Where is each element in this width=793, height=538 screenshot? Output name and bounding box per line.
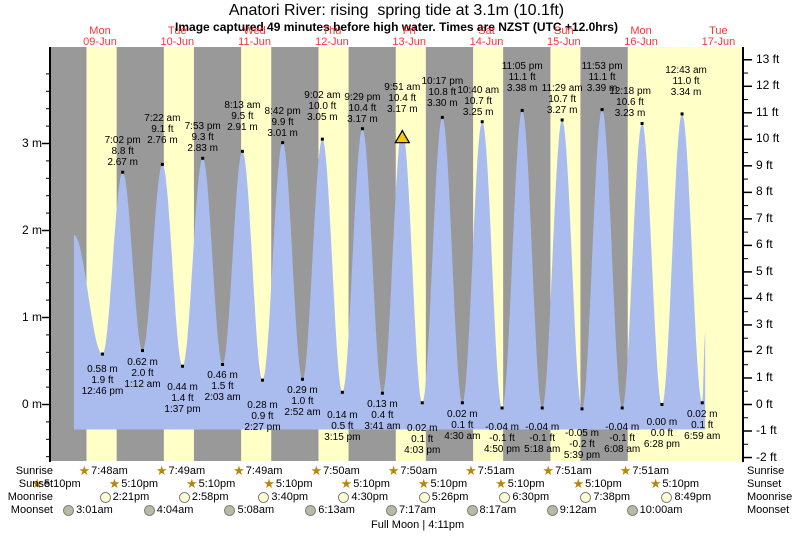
tide-extremum-dot xyxy=(660,403,664,406)
page-title: Anatori River: rising spring tide at 3.1… xyxy=(228,2,565,19)
tide-extremum-dot xyxy=(240,149,244,153)
tide-extremum-dot xyxy=(360,127,364,131)
tide-extremum-dot xyxy=(640,121,644,125)
moonrise-row-label: Moonrise xyxy=(7,491,53,503)
tide-extremum-dot xyxy=(520,108,524,112)
tide-extremum-dot xyxy=(480,120,484,124)
tide-extremum-dot xyxy=(700,401,704,405)
tide-extremum-dot xyxy=(560,118,564,122)
tide-extremum-dot xyxy=(680,112,684,116)
tide-extremum-dot xyxy=(300,377,304,381)
sunset-row-label-right: Sunset xyxy=(747,478,782,490)
tide-extremum-dot xyxy=(440,115,444,119)
tide-curve xyxy=(73,109,706,430)
tide-extremum-dot xyxy=(340,390,344,394)
tide-extremum-dot xyxy=(500,406,504,410)
tide-extremum-dot xyxy=(600,108,604,112)
tide-extremum-dot xyxy=(580,407,584,411)
tide-extremum-dot xyxy=(100,352,104,356)
moonrise-row-label-right: Moonrise xyxy=(747,491,793,503)
sunrise-row-label-right: Sunrise xyxy=(747,465,785,477)
tide-extremum-dot xyxy=(160,162,164,166)
tide-extremum-dot xyxy=(380,391,384,395)
sunset-row-label: Sunset xyxy=(18,478,53,490)
tide-extremum-dot xyxy=(181,364,185,368)
full-moon-label: Full Moon | 4:11pm xyxy=(371,519,465,531)
tide-extremum-dot xyxy=(320,137,324,141)
tide-extremum-dot xyxy=(121,170,125,174)
tide-extremum-dot xyxy=(281,141,285,145)
tide-extremum-dot xyxy=(201,156,205,160)
moonset-row-label: Moonset xyxy=(10,504,53,516)
page-subtitle: Image captured 49 minutes before high wa… xyxy=(175,20,618,34)
tide-extremum-dot xyxy=(460,401,464,405)
tide-extremum-dot xyxy=(540,406,544,410)
tide-extremum-dot xyxy=(420,401,424,405)
current-time-marker xyxy=(394,129,411,144)
tide-extremum-dot xyxy=(221,362,225,366)
tide-extremum-dot xyxy=(141,349,145,353)
tide-extremum-dot xyxy=(260,378,264,382)
moonset-row-label-right: Moonset xyxy=(747,504,790,516)
sunrise-row-label: Sunrise xyxy=(15,465,53,477)
tide-extremum-dot xyxy=(620,406,624,410)
